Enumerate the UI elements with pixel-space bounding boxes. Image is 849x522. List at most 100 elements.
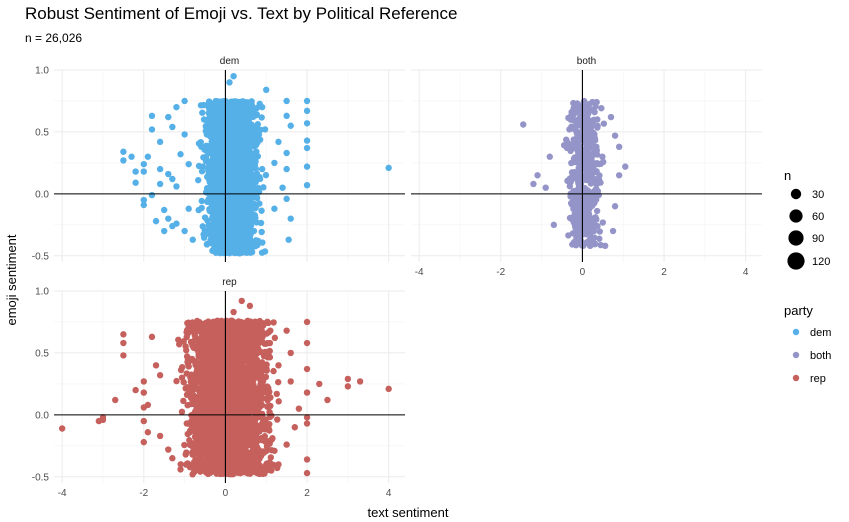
data-point [236, 250, 243, 257]
data-point [132, 386, 139, 394]
data-point [542, 184, 549, 191]
data-point [241, 158, 249, 165]
data-point [593, 207, 601, 215]
data-point [210, 136, 217, 143]
data-point [233, 127, 241, 134]
data-point [201, 229, 209, 237]
data-point [152, 362, 160, 369]
data-point [600, 120, 608, 127]
data-point [250, 139, 257, 146]
data-point [275, 398, 282, 405]
data-point [199, 163, 207, 170]
data-point [243, 203, 250, 210]
data-point [248, 131, 255, 139]
data-point [587, 167, 595, 175]
data-point [234, 202, 241, 210]
data-point [231, 160, 238, 167]
data-point [271, 159, 278, 167]
data-point [169, 123, 176, 131]
data-point [140, 389, 147, 396]
data-point [238, 180, 246, 187]
data-point [262, 171, 270, 179]
facet-panel-rep [54, 290, 405, 483]
data-point [227, 139, 234, 146]
data-point [572, 127, 580, 135]
data-point [140, 438, 147, 446]
data-point [256, 175, 264, 183]
data-point [572, 103, 579, 111]
data-point [287, 215, 294, 222]
data-point [263, 348, 271, 356]
data-point [226, 79, 233, 86]
data-point [216, 243, 224, 250]
data-point [185, 205, 192, 212]
data-point [546, 153, 553, 160]
data-point [216, 99, 223, 107]
data-point [241, 191, 249, 198]
data-point [214, 187, 222, 194]
data-point [285, 236, 292, 243]
data-point [140, 160, 147, 168]
data-point [344, 375, 352, 383]
data-point [271, 205, 278, 212]
data-point [222, 225, 230, 232]
data-point [597, 179, 604, 186]
data-point [95, 417, 103, 425]
data-point [356, 378, 364, 385]
data-point [593, 151, 601, 158]
data-point [195, 176, 202, 184]
data-point [165, 215, 172, 222]
data-point [244, 140, 251, 147]
data-point [224, 231, 231, 238]
data-point [253, 241, 261, 249]
data-point [240, 172, 247, 180]
data-point [275, 362, 282, 369]
data-point [283, 327, 290, 334]
data-point [120, 157, 127, 164]
data-point [243, 132, 250, 139]
data-point [233, 152, 241, 160]
data-point [237, 138, 244, 145]
data-point [534, 172, 541, 179]
data-point [175, 336, 182, 343]
data-point [257, 219, 265, 227]
data-point [588, 195, 596, 202]
data-point [550, 221, 558, 229]
data-point [140, 201, 147, 209]
data-point [563, 144, 571, 152]
data-point [217, 223, 225, 230]
data-point [609, 227, 617, 235]
data-point [594, 116, 601, 123]
data-point [303, 339, 311, 347]
data-point [205, 196, 212, 203]
data-point [231, 176, 239, 184]
data-point [202, 127, 209, 135]
data-point [243, 124, 250, 131]
data-point [144, 429, 152, 436]
data-point [208, 165, 216, 172]
data-point [156, 180, 164, 188]
data-point [217, 133, 225, 141]
data-point [615, 172, 623, 179]
data-point [238, 185, 245, 193]
data-point [563, 136, 570, 143]
data-point [120, 339, 127, 347]
data-point [615, 143, 623, 150]
data-point [275, 138, 282, 146]
data-point [287, 349, 294, 357]
data-point [181, 97, 188, 105]
data-point [303, 107, 311, 115]
data-point [239, 232, 246, 239]
data-point [577, 162, 585, 169]
data-point [148, 333, 156, 341]
data-point [279, 184, 286, 191]
data-point [568, 141, 576, 148]
data-point [173, 103, 180, 111]
data-point [244, 230, 251, 237]
data-point [316, 380, 323, 388]
data-point [246, 208, 253, 215]
data-point [579, 198, 587, 206]
data-point [271, 334, 279, 342]
data-point [283, 195, 290, 203]
data-point [232, 132, 240, 139]
